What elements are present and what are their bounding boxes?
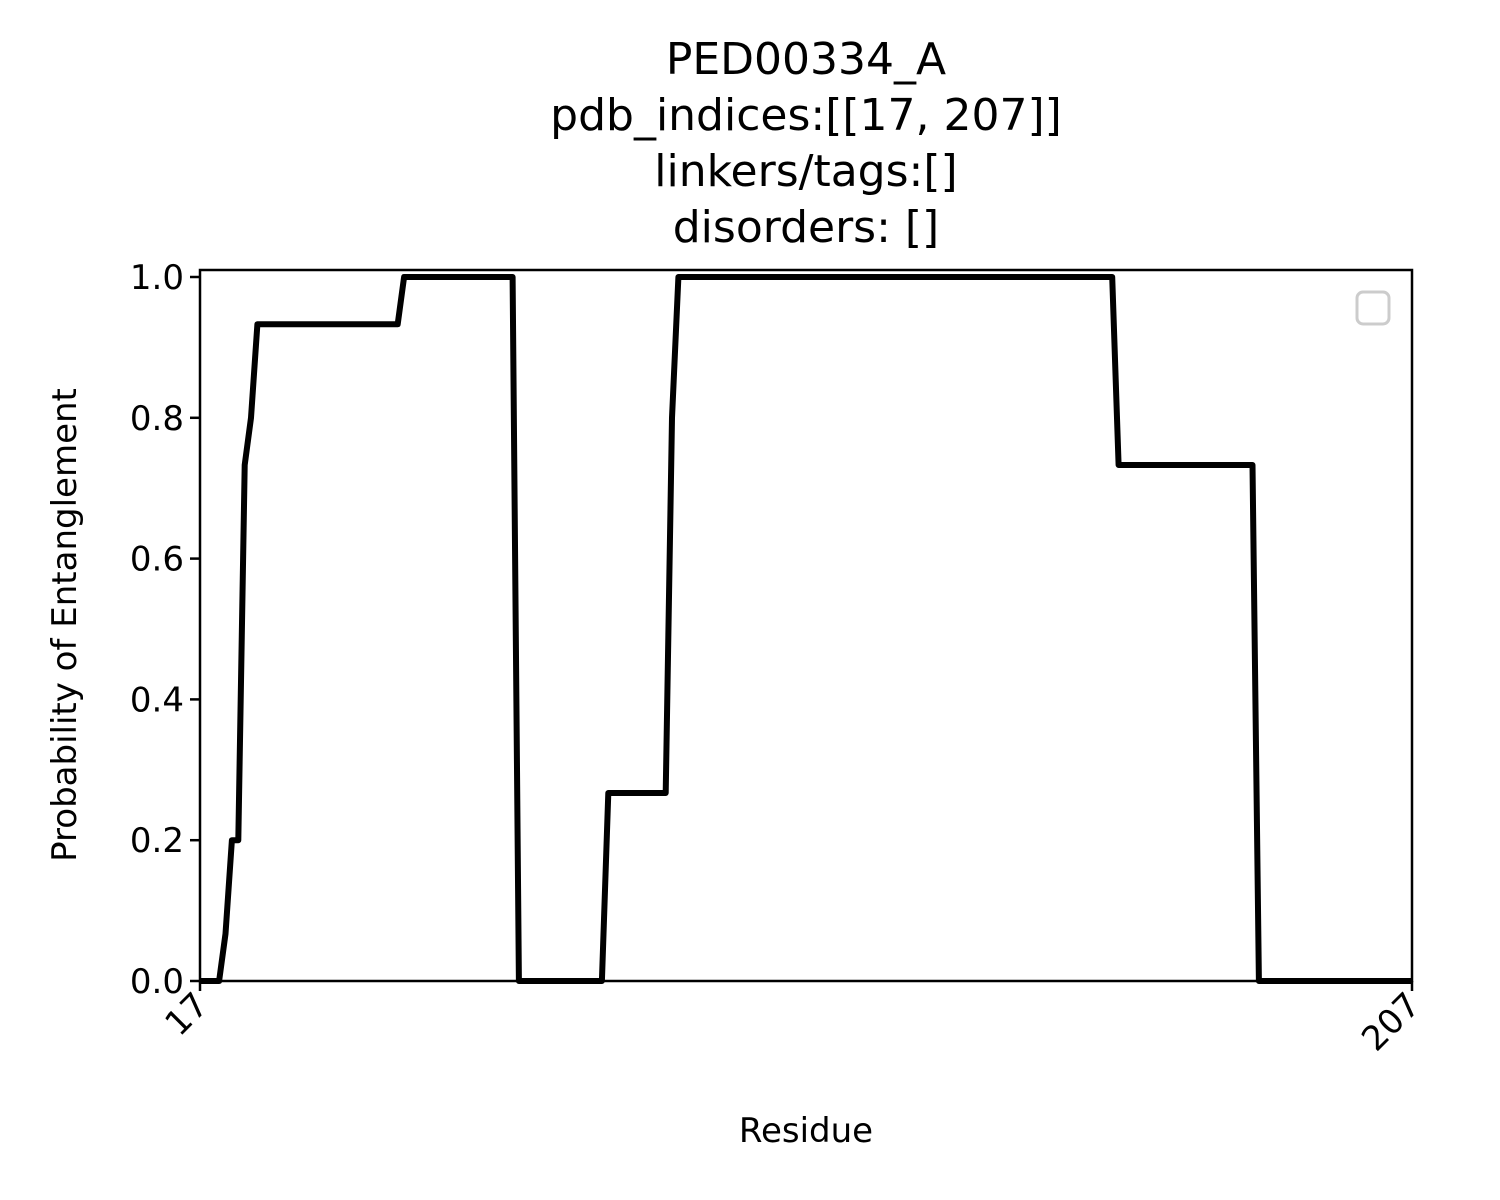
y-tick-label: 0.0 xyxy=(130,962,184,1002)
title-line-2: pdb_indices:[[17, 207]] xyxy=(550,90,1062,141)
plot-frame xyxy=(198,268,1414,983)
x-tick-label: 207 xyxy=(1354,985,1428,1059)
series-line-0 xyxy=(200,274,1412,984)
title-line-1: PED00334_A xyxy=(666,34,946,85)
y-axis-ticks: 0.0 0.2 0.4 0.6 0.8 1.0 xyxy=(130,258,200,1002)
x-axis-label: Residue xyxy=(739,1111,873,1151)
y-tick-label: 0.6 xyxy=(130,540,184,580)
y-tick-label: 1.0 xyxy=(130,258,184,298)
x-axis-ticks: 17 207 xyxy=(157,981,1428,1059)
plot-background xyxy=(200,270,1412,981)
y-axis-label: Probability of Entanglement xyxy=(45,388,85,862)
series-layer xyxy=(200,274,1412,984)
title-line-4: disorders: [] xyxy=(673,202,939,253)
plot-area xyxy=(198,268,1414,984)
y-tick-label: 0.8 xyxy=(130,399,184,439)
y-tick-label: 0.4 xyxy=(130,680,184,720)
chart-title: PED00334_A pdb_indices:[[17, 207]] linke… xyxy=(550,34,1062,253)
legend-box xyxy=(1355,290,1391,326)
title-line-3: linkers/tags:[] xyxy=(654,146,957,197)
legend xyxy=(1355,290,1391,326)
y-tick-label: 0.2 xyxy=(130,821,184,861)
